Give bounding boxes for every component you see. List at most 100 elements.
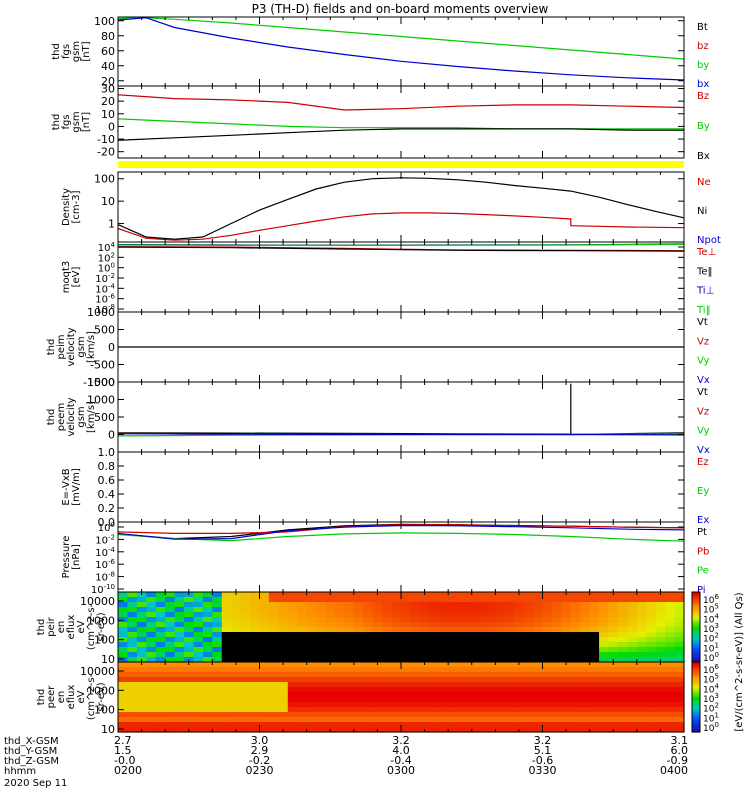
footer-value: -0.0 [114,754,135,767]
y-axis-label-line: gsm [71,41,82,62]
heatmap-cell [419,722,430,728]
heatmap-cell [221,617,232,623]
heatmap-cell [335,697,345,703]
heatmap-cell [193,617,204,623]
heatmap-cell [589,697,600,703]
heatmap-cell [372,647,383,653]
heatmap-cell [391,657,402,663]
colorbar-segment [692,678,700,682]
heatmap-cell [401,597,411,603]
heatmap-cell [382,607,393,613]
heatmap-cell [655,617,666,623]
footer-value: 6.0 [671,744,689,757]
heatmap-cell [259,657,270,663]
heatmap-cell [231,607,242,613]
heatmap-cell [155,632,166,638]
y-tick-label: -500 [90,359,115,372]
heatmap-cell [561,717,572,723]
heatmap-cell [608,697,619,703]
heatmap-cell [467,652,477,658]
heatmap-cell [202,692,213,698]
colorbar-segment [692,594,700,598]
heatmap-cell [467,712,477,718]
heatmap-cell [335,687,345,693]
heatmap-cell [514,717,525,723]
heatmap-cell [287,717,298,723]
y-tick-label: 0.4 [98,488,116,501]
heatmap-cell [608,602,619,608]
heatmap-cell [589,602,600,608]
heatmap-cell [467,677,477,683]
heatmap-cell [401,722,411,728]
heatmap-cell [240,712,251,718]
heatmap-cell [618,657,628,663]
heatmap-cell [580,617,591,623]
heatmap-cell [448,722,459,728]
heatmap-cell [599,672,610,678]
heatmap-cell [306,602,317,608]
heatmap-cell [514,677,525,683]
y-axis-label: thd peir en eflux eV (cm^2-s-sr-eV) [36,603,107,650]
heatmap-cell [259,687,270,693]
heatmap-cell [146,647,157,653]
heatmap-cell [438,712,449,718]
heatmap-cell [127,687,138,693]
heatmap-cell [221,707,232,713]
heatmap-cell [523,642,534,648]
heatmap-cell [636,727,647,733]
heatmap-cell [410,632,421,638]
heatmap-cell [589,627,600,633]
heatmap-cell [485,622,496,628]
heatmap-cell [495,627,506,633]
heatmap-cell [184,597,194,603]
heatmap-cell [608,617,619,623]
heatmap-cell [278,622,289,628]
heatmap-cell [533,657,544,663]
heatmap-cell [146,687,157,693]
heatmap-cell [438,617,449,623]
heatmap-cell [202,642,213,648]
heatmap-cell [523,622,534,628]
heatmap-cell [410,707,421,713]
heatmap-cell [344,727,355,733]
legend-entry: By [697,121,710,132]
heatmap-cell [306,662,317,668]
y-axis-label-line: thd [46,409,57,426]
heatmap-cell [297,692,308,698]
heatmap-cell [184,647,194,653]
y-tick-label: 10 [101,108,115,121]
heatmap-cell [174,662,185,668]
heatmap-cell [485,677,496,683]
heatmap-cell [193,652,204,658]
heatmap-cell [599,657,610,663]
heatmap-cell [202,632,213,638]
heatmap-cell [655,632,666,638]
heatmap-cell [155,652,166,658]
heatmap-cell [533,652,544,658]
heatmap-cell [551,712,562,718]
heatmap-cell [580,692,591,698]
heatmap-cell [448,667,459,673]
heatmap-cell [410,652,421,658]
heatmap-cell [335,667,345,673]
heatmap-cell [240,707,251,713]
heatmap-cell [504,612,515,618]
heatmap-cell [438,607,449,613]
heatmap-cell [599,692,610,698]
heatmap-cell [570,727,581,733]
heatmap-cell [353,612,364,618]
footer-value: -0.6 [532,754,553,767]
heatmap-cell [316,677,327,683]
heatmap-cell [561,682,572,688]
heatmap-cell [665,692,676,698]
heatmap-cell [636,627,647,633]
y-axis-label-line: gsm [71,111,82,132]
heatmap-cell [448,687,459,693]
heatmap-cell [665,597,676,603]
heatmap-cell [127,677,138,683]
heatmap-cell [259,652,270,658]
heatmap-cell [561,672,572,678]
heatmap-cell [146,637,157,643]
heatmap-cell [278,687,289,693]
heatmap-cell [523,722,534,728]
